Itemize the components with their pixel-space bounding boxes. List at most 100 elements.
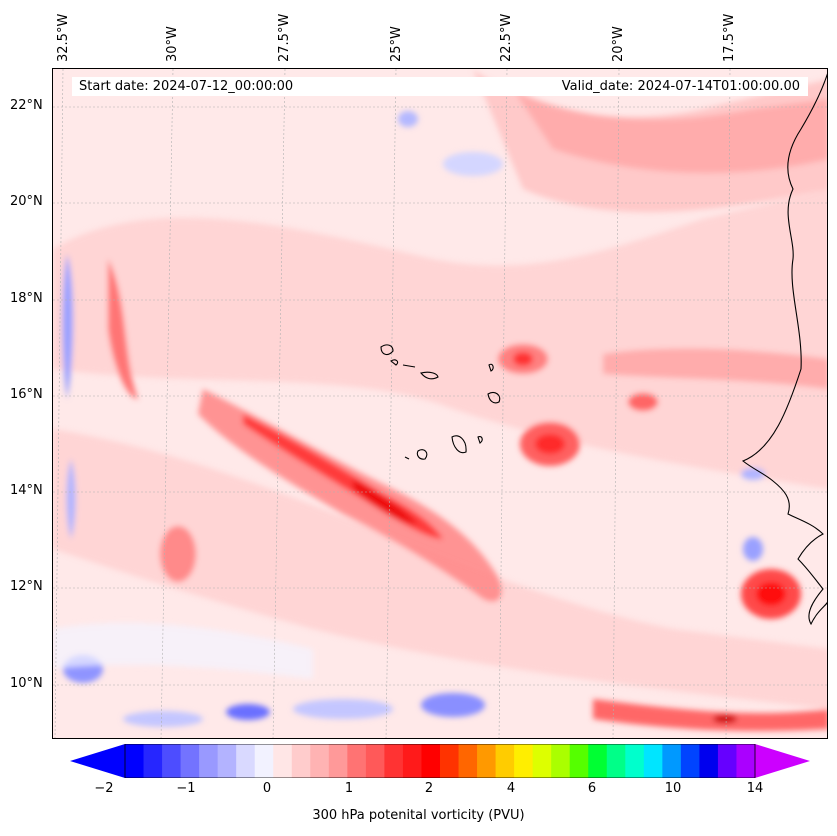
pv-blob [713,715,737,723]
colorbar-min-arrow [70,744,125,778]
start-date-text: Start date: 2024-07-12_00:00:00 [79,79,294,94]
colorbar-tick-label: −2 [94,781,114,796]
colorbar-cell [532,744,552,778]
pv-blue-blob [443,152,503,176]
lon-label-27.5w: 27.5°W [277,13,292,62]
pv-blob [628,393,658,411]
colorbar-cell [328,744,348,778]
valid-date-text: Valid_date: 2024-07-14T01:00:00.00 [561,79,800,94]
cape-verde-island [488,363,494,372]
colorbar-tick-label: −1 [176,781,196,796]
pv-band-left [108,259,138,399]
colorbar-cell [310,744,330,778]
lon-label-30w: 30°W [165,26,180,62]
pv-blue-blob [421,693,485,717]
colorbar-cell [143,744,163,778]
pv-contours [53,69,827,731]
pv-blob [513,352,533,366]
pv-band-east [603,348,827,389]
cape-verde-island [420,371,439,380]
colorbar-cell [421,744,441,778]
lat-label-18n: 18°N [10,291,43,306]
date-info-bar: Start date: 2024-07-12_00:00:00 Valid_da… [72,77,808,96]
colorbar-cell [199,744,219,778]
colorbar-cell [717,744,737,778]
colorbar-tick-label: 4 [506,781,516,796]
cape-verde-island [477,436,483,444]
colorbar-tick-label: 1 [344,781,354,796]
pv-blue-streak [66,459,76,539]
pv-blue-blob [123,711,203,727]
pv-blob [160,526,196,582]
colorbar-cell [180,744,200,778]
colorbar-cell [606,744,626,778]
colorbar-cell [643,744,663,778]
cape-verde-island [451,435,467,454]
pv-region-medium [513,89,827,173]
colorbar-tick-label: 10 [664,781,682,796]
lat-label-10n: 10°N [10,676,43,691]
colorbar-cell [625,744,645,778]
colorbar-cell [588,744,608,778]
lon-label-32.5w: 32.5°W [56,13,71,62]
colorbar-cell [384,744,404,778]
pv-blue-blob [398,111,418,127]
pv-blob [756,582,786,606]
gridlines [53,69,827,738]
colorbar-cell [217,744,237,778]
colorbar-max-arrow [755,744,810,778]
africa-coastline [741,73,827,626]
lat-label-12n: 12°N [10,579,43,594]
colorbar-label: 300 hPa potenital vorticity (PVU) [312,808,525,823]
pv-band-south [593,699,827,731]
colorbar-cell [125,744,145,778]
lat-label-16n: 16°N [10,387,43,402]
colorbar-cell [402,744,422,778]
colorbar-cell [365,744,385,778]
colorbar-tick-label: 6 [587,781,597,796]
cape-verde-island [416,449,428,460]
colorbar-cell [551,744,571,778]
cape-verde-island [402,364,416,368]
colorbar-cell [495,744,515,778]
colorbar-cell [662,744,682,778]
pv-blue-blob [741,468,765,480]
lon-label-25w: 25°W [389,26,404,62]
colorbar-outline [124,744,756,778]
pv-band-core [353,479,418,524]
lon-label-22.5w: 22.5°W [499,13,514,62]
colorbar-cell [254,744,274,778]
colorbar-cell [162,744,182,778]
lon-label-20w: 20°W [611,26,626,62]
coastline [380,73,827,626]
cape-verde-island [487,392,501,404]
colorbar-cell [347,744,367,778]
colorbar-tick-label: 0 [262,781,272,796]
colorbar-cell [699,744,719,778]
lon-label-17.5w: 17.5°W [722,13,737,62]
colorbar-cell [569,744,589,778]
colorbar-cell [236,744,256,778]
lat-label-20n: 20°N [10,194,43,209]
map-panel [52,68,828,739]
colorbar-cell [273,744,293,778]
colorbar-cell [458,744,478,778]
pv-blue-blob [293,699,393,719]
cape-verde-island [380,344,394,356]
colorbar-tick-label: 2 [424,781,434,796]
colorbar [70,744,810,778]
colorbar-cell [736,744,756,778]
pv-blob [535,434,565,454]
colorbar-cell [514,744,534,778]
colorbar-cell [477,744,497,778]
pv-white-area [53,622,313,679]
cape-verde-island [390,359,399,366]
colorbar-cell [680,744,700,778]
pv-blue-streak [62,254,73,399]
colorbar-tick-label: 14 [746,781,764,796]
pv-field-map [53,69,827,738]
pv-region-light [53,189,827,489]
lat-label-14n: 14°N [10,483,43,498]
pv-blue-blob [226,704,270,720]
cape-verde-island [404,456,410,460]
